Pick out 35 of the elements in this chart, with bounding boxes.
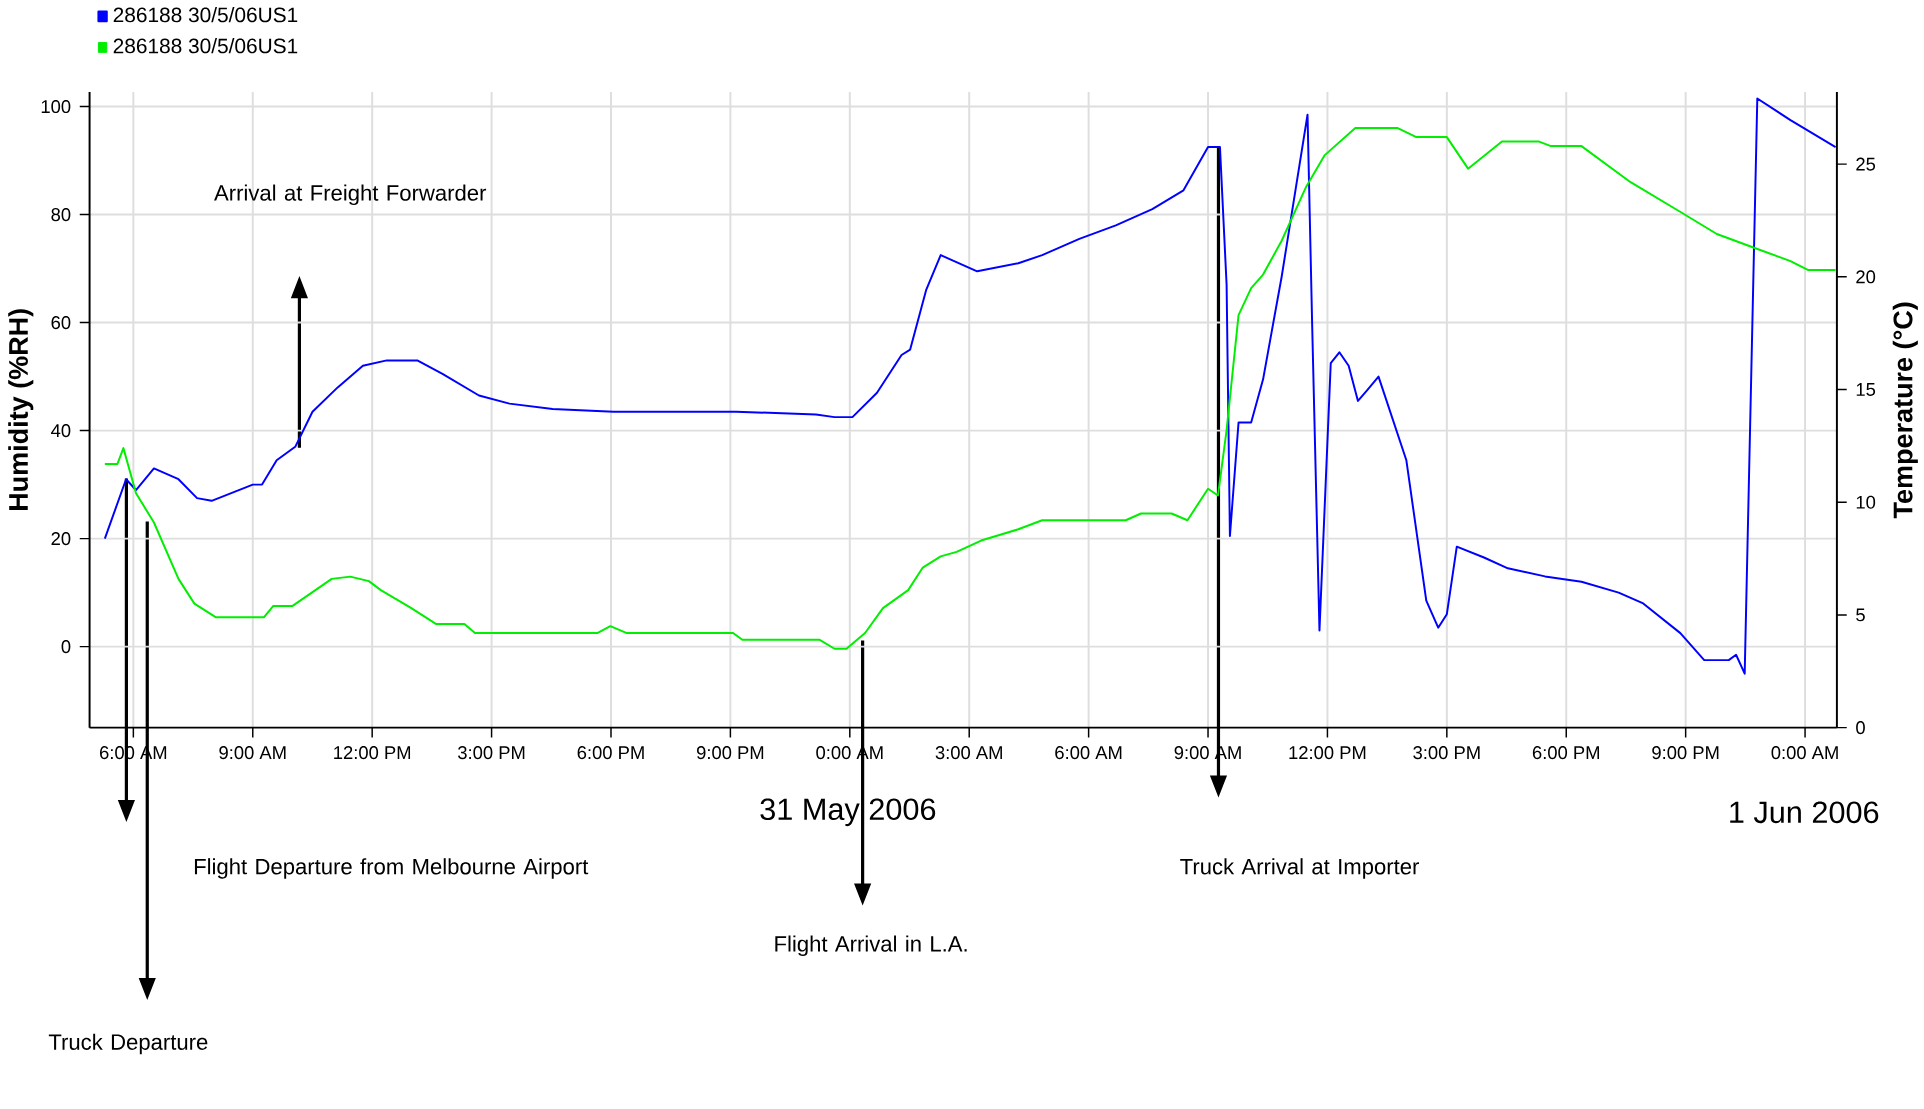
- y-axis-title: Humidity (%RH): [8, 309, 34, 510]
- text: 31 May 2006: [760, 798, 936, 827]
- y2-axis-title: Temperature (°C): [1892, 302, 1918, 519]
- x-tick-label: 0:00 AM: [1771, 746, 1838, 760]
- x-tick-label: 12:00 PM: [1289, 746, 1366, 760]
- text: Flight Arrival in L.A.: [775, 935, 967, 956]
- y-tick-label: 40: [51, 423, 71, 438]
- text: Flight Departure from Melbourne Airport: [194, 858, 589, 879]
- y2-tick-label: 25: [1856, 157, 1876, 171]
- y2-tick-label: 15: [1856, 383, 1876, 396]
- x-tick-label: 9:00 PM: [1652, 746, 1719, 760]
- legend-label: 286188 30/5/06US1: [113, 6, 298, 23]
- y-tick-label: 100: [41, 99, 71, 114]
- text: 1 Jun 2006: [1730, 801, 1879, 824]
- y2-tick-label: 0: [1856, 721, 1865, 735]
- x-tick-label: 6:00 AM: [1055, 746, 1122, 760]
- x-tick-label: 6:00 PM: [1532, 746, 1599, 760]
- x-tick-label: 9:00 AM: [219, 746, 286, 760]
- y-tick-label: 20: [51, 531, 71, 546]
- x-tick-label: 3:00 AM: [935, 746, 1002, 760]
- text: Truck Departure: [48, 1033, 208, 1055]
- y2-tick-label: 10: [1856, 495, 1876, 509]
- y-tick-label: 0: [61, 639, 71, 654]
- x-tick-label: 9:00 PM: [696, 746, 764, 760]
- x-tick-label: 3:00 PM: [1413, 746, 1480, 760]
- y-tick-label: 60: [51, 315, 71, 330]
- x-tick-label: 3:00 PM: [458, 746, 525, 760]
- x-tick-label: 12:00 PM: [334, 746, 411, 760]
- y2-tick-label: 20: [1856, 270, 1876, 284]
- legend-label: 286188 30/5/06US1: [113, 37, 298, 54]
- y2-tick-label: 5: [1856, 608, 1865, 622]
- y-tick-label: 80: [51, 207, 71, 222]
- annotation: Arrival at Freight Forwarder: [214, 184, 487, 206]
- x-tick-label: 6:00 PM: [577, 746, 644, 760]
- text: Truck Arrival at Importer: [1180, 858, 1420, 879]
